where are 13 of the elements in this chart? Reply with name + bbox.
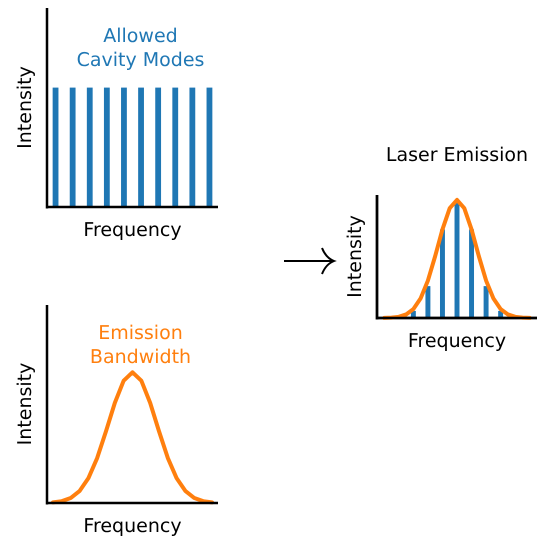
y-axis-title: Intensity [344, 215, 366, 298]
y-axis-title: Intensity [14, 66, 36, 149]
x-axis-title: Frequency [83, 219, 182, 241]
chart-title: Emission Bandwidth [90, 322, 192, 368]
bar [440, 229, 445, 318]
bar [469, 229, 474, 318]
y-axis-title: Intensity [14, 362, 36, 446]
bar [484, 286, 489, 318]
chart-title: Laser Emission [386, 144, 528, 166]
x-axis-title: Frequency [408, 330, 506, 352]
x-axis-title: Frequency [83, 515, 182, 537]
bar [425, 286, 430, 318]
chart-title: Allowed Cavity Modes [76, 25, 204, 71]
